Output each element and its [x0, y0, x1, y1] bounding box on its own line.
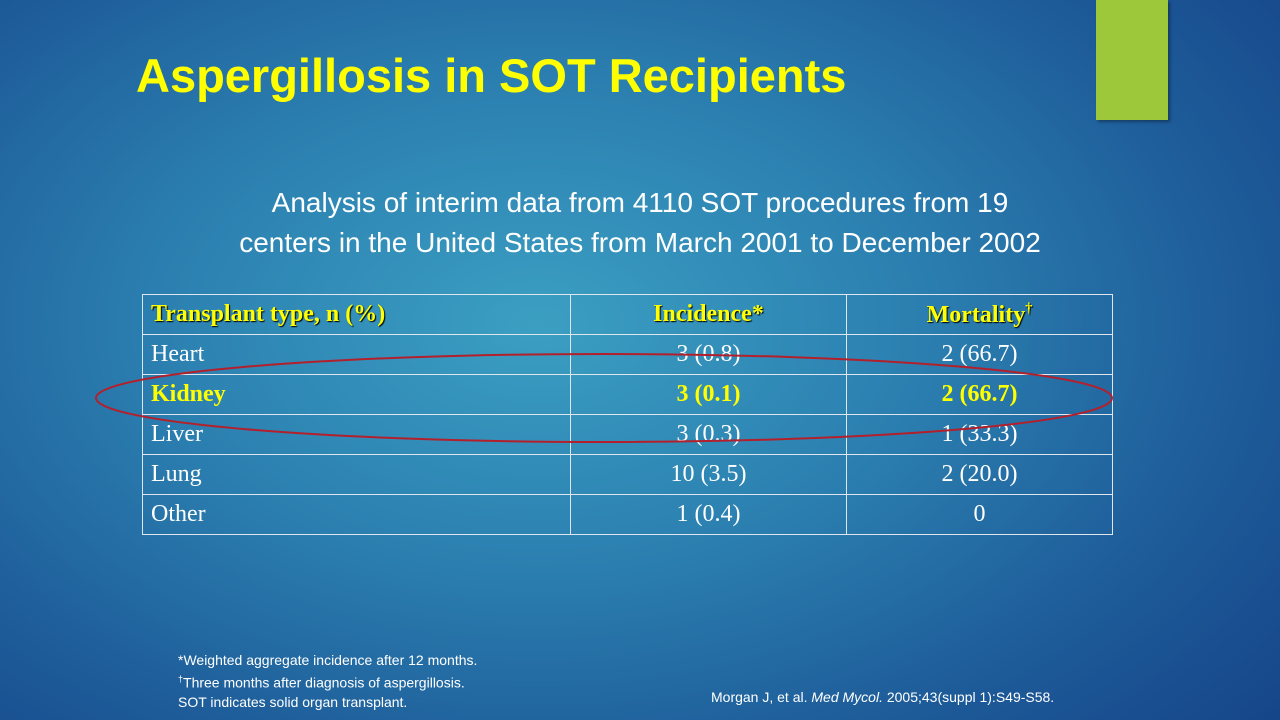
header-row: Transplant type, n (%) Incidence* Mortal… — [142, 294, 1113, 335]
table-cell: 2 (66.7) — [846, 374, 1113, 415]
subtitle: Analysis of interim data from 4110 SOT p… — [160, 183, 1120, 263]
citation-details: 2005;43(suppl 1):S49-S58. — [886, 689, 1055, 705]
table-cell: 0 — [846, 494, 1113, 535]
header-text: Mortality — [926, 301, 1026, 328]
header-cell: Mortality† — [846, 294, 1113, 335]
table-cell: 2 (20.0) — [846, 454, 1113, 495]
table-cell: Other — [142, 494, 571, 535]
table-cell: 3 (0.1) — [570, 374, 847, 415]
title: Aspergillosis in SOT Recipients — [136, 49, 847, 102]
citation-journal: Med Mycol. — [811, 689, 883, 705]
subtitle-line: Analysis of interim data from 4110 SOT p… — [271, 187, 1009, 218]
table-cell: 2 (66.7) — [846, 334, 1113, 375]
table-cell: Liver — [142, 414, 571, 455]
subtitle-line: centers in the United States from March … — [239, 227, 1041, 258]
table-row: Kidney 3 (0.1) 2 (66.7) — [142, 374, 1113, 415]
footnote: *Weighted aggregate incidence after 12 m… — [178, 652, 478, 668]
footnotes: *Weighted aggregate incidence after 12 m… — [178, 651, 477, 712]
data-table: Transplant type, n (%) Incidence* Mortal… — [142, 294, 1113, 535]
table-row: Heart 3 (0.8) 2 (66.7) — [142, 334, 1113, 375]
table-cell: 3 (0.8) — [570, 334, 847, 375]
table-row: Other 1 (0.4) 0 — [142, 494, 1113, 535]
header-cell: Incidence* — [570, 294, 847, 335]
footnote: SOT indicates solid organ transplant. — [178, 693, 408, 710]
citation: Morgan J, et al. Med Mycol. 2005;43(supp… — [711, 689, 1054, 705]
accent-block — [1096, 0, 1168, 120]
table-cell: Lung — [142, 454, 571, 495]
header-cell: Transplant type, n (%) — [142, 294, 571, 335]
citation-authors: Morgan J, et al. — [711, 689, 808, 705]
table-cell: 3 (0.3) — [570, 414, 847, 455]
table-cell: Heart — [142, 334, 571, 375]
table-cell: 1 (0.4) — [570, 494, 847, 535]
table-cell: 10 (3.5) — [570, 454, 847, 495]
footnote: †Three months after diagnosis of aspergi… — [178, 670, 477, 693]
table-cell: Kidney — [142, 374, 571, 415]
table-cell: 1 (33.3) — [846, 414, 1113, 455]
footnote-text: Three months after diagnosis of aspergil… — [183, 674, 465, 691]
table-row: Lung 10 (3.5) 2 (20.0) — [142, 454, 1113, 495]
footnote-mark: † — [178, 674, 184, 684]
table-row: Liver 3 (0.3) 1 (33.3) — [142, 414, 1113, 455]
header-superscript: † — [1025, 300, 1033, 317]
